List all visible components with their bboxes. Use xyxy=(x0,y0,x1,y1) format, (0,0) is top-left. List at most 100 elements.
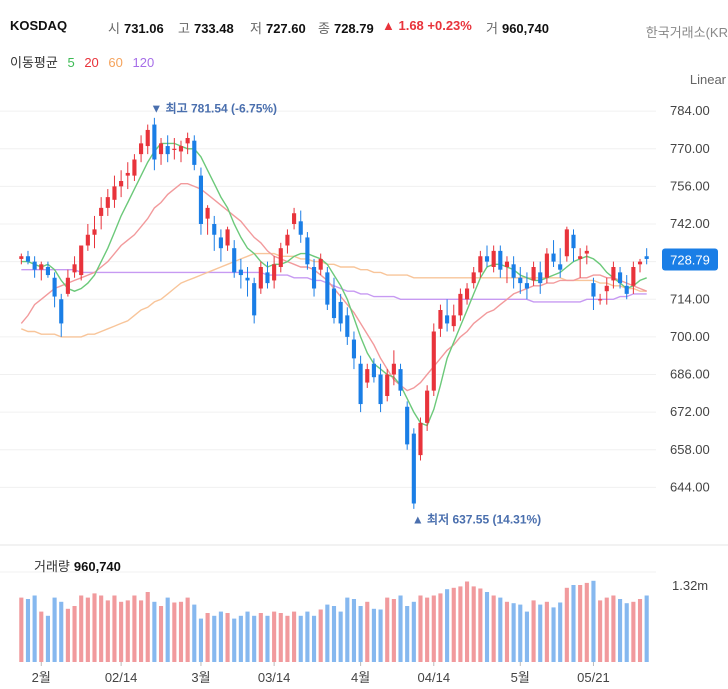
volume-bar xyxy=(92,593,97,662)
volume-bar xyxy=(338,611,343,662)
candle-body xyxy=(471,272,476,284)
volume-bar xyxy=(25,599,31,662)
candle-body xyxy=(531,267,536,281)
candle-body xyxy=(172,148,177,150)
volume-bar xyxy=(644,595,649,662)
volume-bar xyxy=(518,604,523,662)
candle-body xyxy=(258,267,263,289)
candle-body xyxy=(265,272,270,284)
quote-header: KOSDAQ 시 731.06 고 733.48 저 727.60 종 728.79 ▲… xyxy=(10,12,728,40)
candle-body xyxy=(178,146,184,152)
candle-body xyxy=(331,288,337,319)
open-quote: 시 731.06 xyxy=(108,21,164,36)
volume-bar xyxy=(484,592,490,662)
candle-body xyxy=(584,250,589,254)
volume-bar xyxy=(365,601,370,662)
candle-body xyxy=(345,315,350,337)
volume-bar xyxy=(458,586,463,662)
candle-body xyxy=(165,146,170,155)
volume-quote: 거 960,740 xyxy=(486,21,549,36)
x-tick-label: 03/14 xyxy=(258,670,291,685)
volume-bar xyxy=(192,604,197,662)
candle-body xyxy=(25,256,31,262)
volume-bar xyxy=(544,601,549,662)
volume-bar xyxy=(72,606,77,662)
volume-bar xyxy=(292,611,297,662)
volume-bar xyxy=(524,611,529,662)
volume-bar xyxy=(558,602,563,662)
volume-bar xyxy=(418,595,423,662)
candle-body xyxy=(152,124,157,160)
candle-body xyxy=(524,283,529,289)
low-quote: 저 727.60 xyxy=(250,21,306,36)
volume-bar xyxy=(531,600,536,662)
candle-body xyxy=(158,143,164,155)
volume-bar xyxy=(45,615,50,662)
x-tick-label: 05/21 xyxy=(577,670,610,685)
volume-bar xyxy=(631,601,636,662)
volume-bar xyxy=(258,613,263,662)
volume-bar xyxy=(205,613,210,662)
volume-bar xyxy=(358,606,363,662)
candle-body xyxy=(611,267,616,281)
volume-bar xyxy=(571,585,576,662)
volume-bar xyxy=(391,599,396,662)
candle-body xyxy=(484,256,490,262)
candle-body xyxy=(504,261,510,267)
candle-body xyxy=(618,272,623,284)
candle-body xyxy=(398,369,403,391)
volume-bar xyxy=(604,597,609,662)
candle-body xyxy=(278,248,283,267)
volume-bar xyxy=(591,580,596,662)
candle-body xyxy=(438,310,443,329)
volume-bar xyxy=(225,613,230,662)
volume-bar xyxy=(178,601,184,662)
candle-body xyxy=(431,331,436,391)
low-annotation: ▲ 최저 637.55 (14.31%) xyxy=(412,512,541,527)
ma5-legend: 5 xyxy=(67,55,75,70)
volume-bar xyxy=(385,597,390,662)
volume-bar xyxy=(65,608,70,662)
candle-body xyxy=(411,433,416,504)
candle-body xyxy=(99,207,104,216)
candle-body xyxy=(425,390,430,423)
volume-bar xyxy=(165,597,170,662)
volume-bar xyxy=(498,597,503,662)
volume-bar xyxy=(85,597,90,662)
candle-body xyxy=(112,186,117,200)
y-tick-label: 742.00 xyxy=(670,216,710,231)
y-tick-label: 756.00 xyxy=(670,178,710,193)
candle-body xyxy=(85,234,90,246)
volume-bar xyxy=(511,603,516,662)
volume-bar xyxy=(491,595,496,662)
candle-body xyxy=(591,283,596,297)
candle-body xyxy=(52,277,57,297)
candle-body xyxy=(445,315,450,324)
volume-bar xyxy=(272,611,277,662)
candle-body xyxy=(564,229,569,257)
candle-body xyxy=(458,293,463,316)
candle-body xyxy=(39,264,44,270)
candle-body xyxy=(72,264,77,273)
ma60-line xyxy=(21,252,647,338)
candle-body xyxy=(385,374,390,396)
candle-body xyxy=(245,277,250,281)
volume-bar xyxy=(478,588,483,662)
volume-bar xyxy=(305,611,310,662)
exchange-label: 한국거래소(KR xyxy=(645,25,728,40)
volume-bar xyxy=(198,618,204,662)
volume-bar xyxy=(371,608,376,662)
volume-title: 거래량 960,740 xyxy=(34,559,121,574)
volume-bar xyxy=(158,606,164,662)
scale-mode-toggle[interactable]: Linear xyxy=(689,72,726,87)
candle-body xyxy=(59,299,64,324)
volume-bar xyxy=(351,599,357,662)
candle-body xyxy=(119,181,124,187)
ma60-legend: 60 xyxy=(108,55,123,70)
x-tick-label: 5월 xyxy=(511,670,530,685)
candle-body xyxy=(132,159,137,176)
candle-body xyxy=(19,256,24,259)
volume-bar xyxy=(318,609,323,662)
ma20-legend: 20 xyxy=(84,55,99,70)
